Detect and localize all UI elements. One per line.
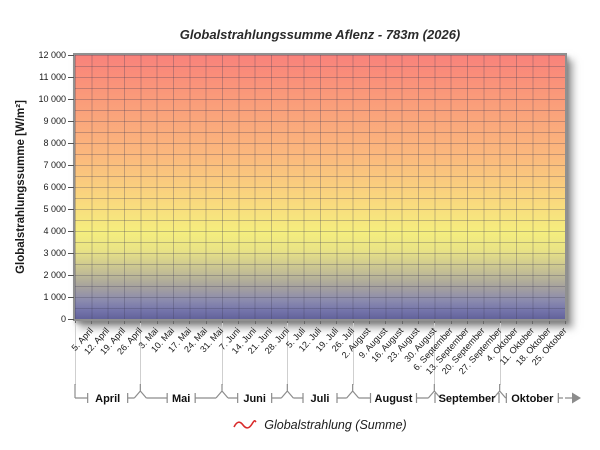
x-tick-mark bbox=[303, 321, 305, 324]
y-tick-mark bbox=[68, 297, 74, 298]
x-tick-mark bbox=[369, 321, 370, 324]
month-label: Juli bbox=[311, 393, 330, 405]
month-label: Juni bbox=[243, 393, 266, 405]
x-tick-mark bbox=[320, 321, 321, 324]
y-tick-label: 1 000 bbox=[43, 292, 66, 302]
x-tick-mark bbox=[205, 321, 207, 324]
next-months-arrow-icon[interactable] bbox=[572, 392, 581, 404]
x-tick-mark bbox=[401, 321, 403, 324]
y-tick-mark bbox=[68, 77, 74, 78]
legend-label: Globalstrahlung (Summe) bbox=[264, 418, 407, 432]
y-tick-mark bbox=[68, 165, 74, 166]
y-tick-mark bbox=[68, 319, 74, 320]
x-tick-mark bbox=[271, 321, 272, 324]
y-tick-label: 12 000 bbox=[38, 50, 66, 60]
y-tick-label: 2 000 bbox=[43, 270, 66, 280]
x-tick-mark bbox=[238, 321, 240, 324]
month-boundary-line bbox=[75, 323, 76, 385]
y-tick-label: 10 000 bbox=[38, 94, 66, 104]
y-tick-mark bbox=[68, 55, 74, 56]
y-tick-label: 7 000 bbox=[43, 160, 66, 170]
x-tick-mark bbox=[156, 321, 158, 324]
month-label: Mai bbox=[172, 393, 190, 405]
month-boundary-line bbox=[140, 323, 142, 385]
x-tick-mark bbox=[173, 321, 174, 324]
y-tick-mark bbox=[68, 231, 74, 232]
chart-title: Globalstrahlungssumme Aflenz - 783m (202… bbox=[179, 27, 461, 42]
month-boundary-line bbox=[434, 323, 436, 385]
y-tick-label: 4 000 bbox=[43, 226, 66, 236]
plot-area bbox=[73, 53, 567, 321]
y-tick-label: 5 000 bbox=[43, 204, 66, 214]
legend-line-icon bbox=[233, 419, 257, 429]
y-tick-mark bbox=[68, 253, 74, 254]
month-boundary-line bbox=[499, 323, 501, 385]
y-tick-mark bbox=[68, 143, 74, 144]
y-tick-mark bbox=[68, 99, 74, 100]
legend: Globalstrahlung (Summe) bbox=[75, 415, 565, 435]
y-tick-mark bbox=[68, 275, 74, 276]
month-label: August bbox=[375, 393, 413, 405]
month-boundary-line bbox=[222, 323, 223, 385]
x-tick-mark bbox=[467, 321, 468, 324]
x-tick-mark bbox=[532, 321, 534, 324]
x-tick-mark bbox=[336, 321, 338, 324]
x-tick-mark bbox=[434, 321, 436, 324]
x-tick-mark bbox=[254, 321, 256, 324]
x-tick-mark bbox=[483, 321, 485, 324]
x-tick-mark bbox=[222, 321, 223, 324]
x-tick-mark bbox=[516, 321, 517, 324]
month-boundary-line bbox=[352, 323, 354, 385]
month-brackets: April Mai Juni Juli August September Oktober bbox=[74, 384, 581, 405]
x-tick-mark bbox=[418, 321, 419, 324]
y-tick-mark bbox=[68, 121, 74, 122]
x-tick-mark bbox=[140, 321, 142, 324]
x-tick-mark bbox=[124, 321, 125, 324]
x-tick-mark bbox=[189, 321, 191, 324]
y-tick-label: 11 000 bbox=[39, 72, 66, 82]
x-tick-mark bbox=[107, 321, 109, 324]
month-bracket-lines bbox=[74, 384, 579, 403]
x-tick-mark bbox=[287, 321, 289, 324]
y-tick-label: 3 000 bbox=[43, 248, 66, 258]
x-tick-mark bbox=[75, 321, 76, 324]
x-tick-mark bbox=[352, 321, 354, 324]
y-tick-label: 0 bbox=[60, 314, 66, 324]
y-tick-label: 8 000 bbox=[43, 138, 66, 148]
month-label: September bbox=[439, 393, 497, 405]
y-tick-mark bbox=[68, 187, 74, 188]
x-tick-mark bbox=[548, 321, 550, 324]
y-tick-label: 6 000 bbox=[43, 182, 66, 192]
x-tick-mark bbox=[450, 321, 452, 324]
x-tick-mark bbox=[91, 321, 93, 324]
y-tick-label: 9 000 bbox=[43, 116, 66, 126]
y-tick-mark bbox=[68, 209, 74, 210]
x-tick-mark bbox=[385, 321, 387, 324]
x-tick-mark bbox=[565, 321, 566, 324]
month-label: April bbox=[95, 393, 120, 405]
x-tick-mark bbox=[499, 321, 501, 324]
month-boundary-line bbox=[287, 323, 289, 385]
month-label: Oktober bbox=[511, 393, 554, 405]
